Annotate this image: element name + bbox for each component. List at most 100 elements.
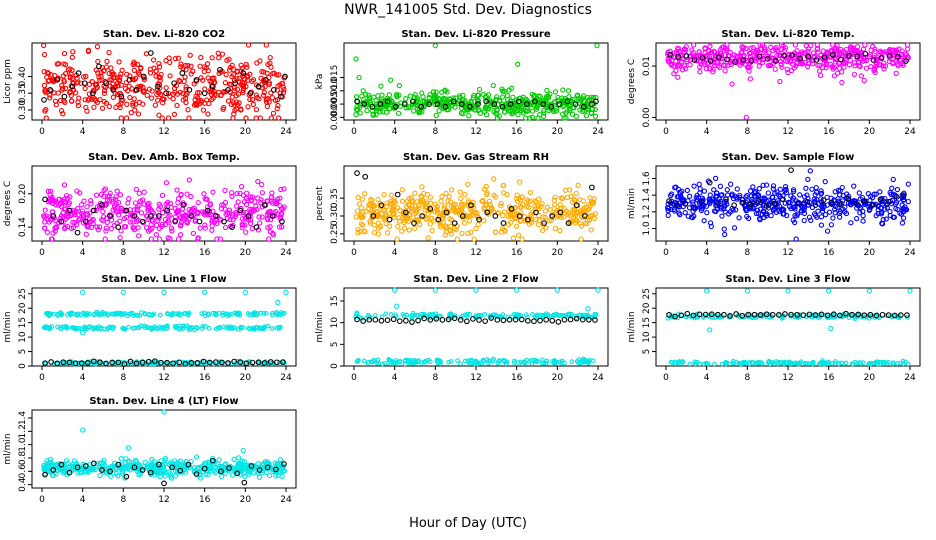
data-point bbox=[167, 73, 173, 79]
data-point bbox=[197, 225, 203, 231]
data-point bbox=[359, 209, 366, 216]
data-point bbox=[376, 361, 381, 366]
data-point bbox=[50, 472, 57, 478]
outlier-point bbox=[828, 325, 834, 332]
data-point bbox=[41, 212, 47, 219]
y-tick-label: 1.0 bbox=[642, 221, 652, 236]
data-point bbox=[900, 215, 907, 221]
data-point bbox=[452, 313, 458, 318]
data-point bbox=[43, 115, 49, 121]
data-point bbox=[832, 314, 837, 320]
data-point bbox=[552, 358, 557, 364]
data-point bbox=[126, 324, 131, 330]
outlier-point bbox=[473, 287, 479, 293]
black-point bbox=[830, 311, 837, 318]
data-point bbox=[746, 50, 753, 57]
data-point bbox=[403, 215, 409, 222]
data-point bbox=[156, 112, 162, 118]
black-point bbox=[579, 316, 586, 323]
data-point bbox=[830, 42, 836, 48]
data-point bbox=[687, 62, 693, 68]
data-point bbox=[156, 225, 162, 232]
panel-title: Stan. Dev. Line 1 Flow bbox=[101, 274, 226, 285]
black-point bbox=[54, 360, 61, 367]
data-point bbox=[843, 210, 850, 217]
x-tick-label: 16 bbox=[511, 127, 523, 137]
data-point bbox=[273, 473, 279, 479]
data-point bbox=[145, 203, 151, 210]
data-point bbox=[446, 359, 451, 365]
black-point bbox=[394, 191, 401, 198]
x-tick-label: 12 bbox=[158, 373, 169, 383]
black-point bbox=[494, 316, 501, 323]
data-point bbox=[742, 206, 749, 212]
data-point bbox=[353, 106, 360, 113]
data-point bbox=[46, 312, 51, 317]
x-tick-label: 8 bbox=[744, 373, 750, 383]
data-point bbox=[681, 46, 688, 53]
series-points bbox=[41, 177, 287, 242]
black-point bbox=[873, 312, 880, 319]
data-point bbox=[782, 200, 788, 206]
data-point bbox=[167, 59, 173, 66]
black-point bbox=[415, 317, 421, 324]
data-point bbox=[361, 191, 368, 197]
data-point bbox=[192, 327, 197, 333]
x-tick-label: 4 bbox=[392, 248, 398, 258]
data-point bbox=[832, 210, 838, 216]
outlier-point bbox=[392, 287, 398, 293]
data-point bbox=[243, 61, 249, 68]
data-point bbox=[753, 50, 759, 56]
outlier-point bbox=[432, 43, 438, 49]
data-point bbox=[795, 361, 801, 367]
data-point bbox=[384, 95, 390, 102]
data-point bbox=[262, 83, 268, 90]
data-point bbox=[587, 195, 593, 201]
black-point bbox=[782, 311, 788, 317]
outlier-point bbox=[356, 74, 362, 81]
data-point bbox=[731, 361, 737, 366]
outlier-point bbox=[826, 288, 832, 294]
data-point bbox=[816, 68, 823, 74]
data-point bbox=[780, 193, 786, 199]
data-point bbox=[466, 113, 472, 119]
data-point bbox=[471, 236, 477, 242]
data-point bbox=[102, 236, 108, 242]
black-point bbox=[131, 213, 138, 219]
data-point bbox=[224, 215, 231, 222]
data-point bbox=[227, 217, 233, 223]
data-point bbox=[519, 236, 525, 242]
data-point bbox=[803, 185, 809, 191]
data-point bbox=[244, 64, 250, 70]
data-point bbox=[114, 311, 120, 317]
data-point bbox=[209, 55, 215, 61]
black-point bbox=[813, 57, 820, 63]
data-point bbox=[371, 203, 378, 209]
data-point bbox=[365, 205, 371, 212]
data-point bbox=[752, 188, 759, 195]
outlier-point bbox=[202, 289, 208, 295]
y-tick-label: 0.01 bbox=[642, 56, 652, 76]
data-point bbox=[905, 181, 911, 187]
data-point bbox=[366, 359, 371, 365]
data-point bbox=[118, 100, 124, 106]
black-point bbox=[225, 360, 231, 366]
data-point bbox=[756, 58, 762, 65]
data-point bbox=[275, 102, 281, 109]
data-point bbox=[168, 475, 175, 481]
data-point bbox=[412, 225, 418, 231]
y-axis-label: ml/min bbox=[627, 311, 637, 342]
data-point bbox=[249, 78, 255, 84]
data-point bbox=[388, 192, 394, 198]
data-point bbox=[238, 62, 244, 68]
data-point bbox=[135, 84, 141, 90]
x-tick-label: 16 bbox=[823, 127, 835, 137]
data-point bbox=[106, 103, 112, 110]
data-point bbox=[118, 455, 124, 462]
outlier-point bbox=[353, 56, 359, 62]
data-point bbox=[86, 91, 93, 97]
data-point bbox=[383, 311, 389, 317]
data-point bbox=[840, 206, 846, 212]
black-point bbox=[666, 198, 672, 204]
black-point bbox=[110, 87, 117, 93]
